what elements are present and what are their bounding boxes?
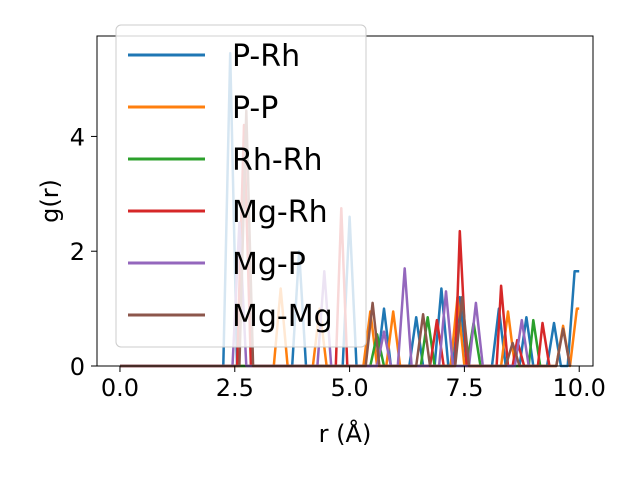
y-ticks: 0 2 4	[70, 123, 97, 381]
y-tick-label: 0	[70, 353, 85, 381]
x-tick-label: 0.0	[101, 374, 139, 402]
y-tick-label: 4	[70, 123, 85, 151]
legend-label: Mg-Rh	[232, 195, 328, 230]
x-axis-label: r (Å)	[319, 419, 372, 448]
x-tick-label: 10.0	[553, 374, 606, 402]
legend-label: Mg-P	[232, 247, 306, 282]
legend-label: P-Rh	[232, 39, 300, 74]
x-tick-label: 2.5	[216, 374, 254, 402]
x-tick-label: 5.0	[331, 374, 369, 402]
legend-label: P-P	[232, 91, 278, 126]
legend-label: Mg-Mg	[232, 299, 333, 334]
x-tick-label: 7.5	[445, 374, 483, 402]
legend: P-Rh P-P Rh-Rh Mg-Rh Mg-P Mg-Mg	[115, 24, 367, 348]
y-axis-label: g(r)	[36, 179, 64, 223]
legend-label: Rh-Rh	[232, 143, 323, 178]
x-ticks: 0.0 2.5 5.0 7.5 10.0	[101, 366, 606, 402]
y-tick-label: 2	[70, 238, 85, 266]
